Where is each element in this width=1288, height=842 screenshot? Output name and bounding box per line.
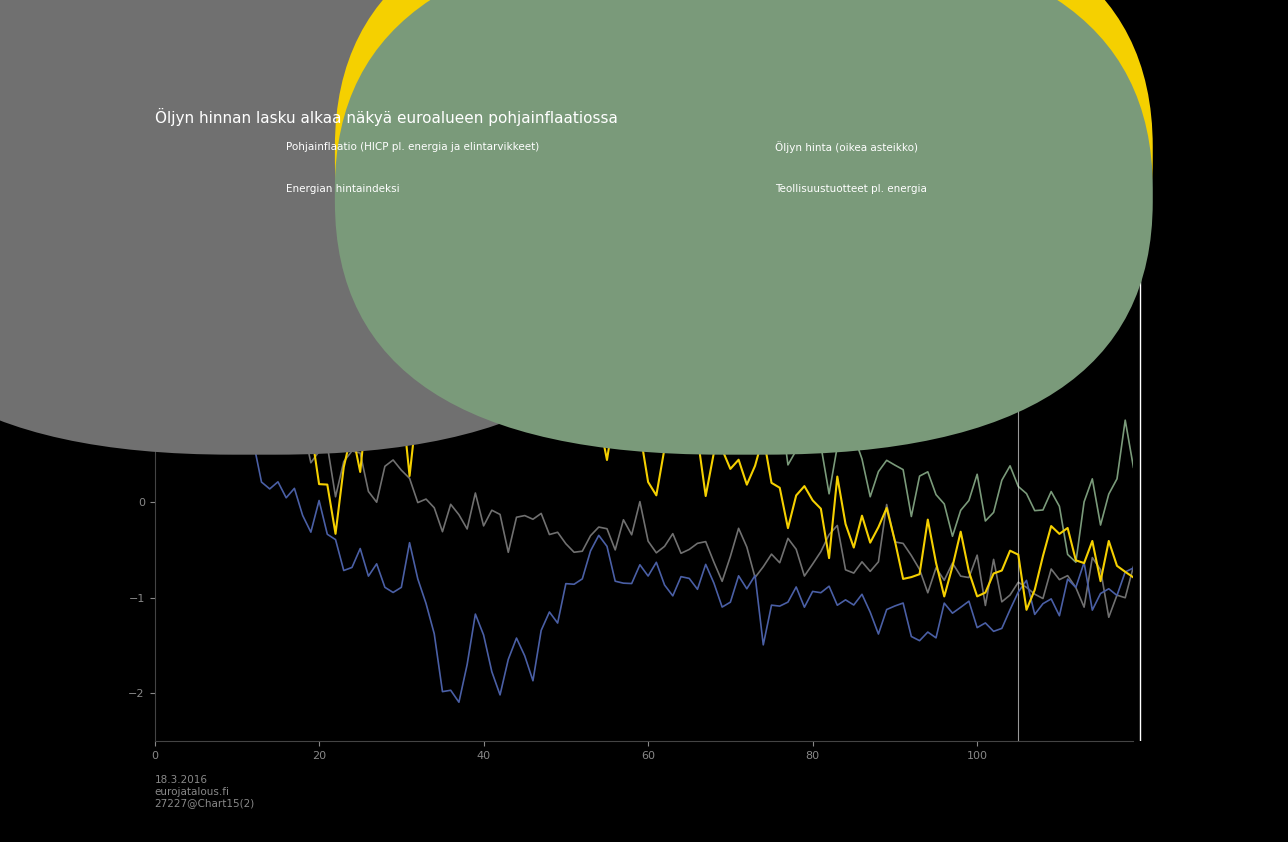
Text: Energian hintaindeksi: Energian hintaindeksi bbox=[286, 184, 399, 195]
Text: Teollisuustuotteet pl. energia: Teollisuustuotteet pl. energia bbox=[775, 184, 927, 195]
Text: Öljyn hinnan lasku alkaa näkyä euroalueen pohjainflaatiossa: Öljyn hinnan lasku alkaa näkyä euroaluee… bbox=[155, 109, 617, 126]
Text: Öljyn hinta (oikea asteikko): Öljyn hinta (oikea asteikko) bbox=[775, 141, 918, 153]
Text: Pohjainflaatio (HICP pl. energia ja elintarvikkeet): Pohjainflaatio (HICP pl. energia ja elin… bbox=[286, 142, 540, 152]
Text: 18.3.2016
eurojatalous.fi
27227@Chart15(2): 18.3.2016 eurojatalous.fi 27227@Chart15(… bbox=[155, 775, 255, 808]
